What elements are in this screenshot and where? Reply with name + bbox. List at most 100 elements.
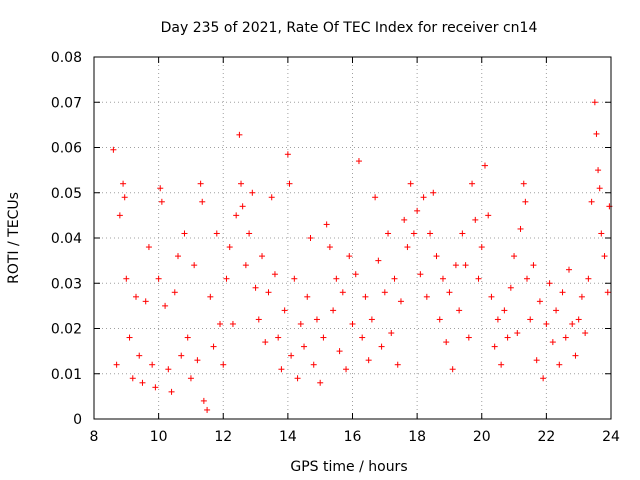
data-point (346, 253, 353, 260)
x-tick-label: 12 (214, 429, 232, 445)
data-point (217, 320, 224, 327)
data-point (110, 146, 117, 153)
data-point (223, 275, 230, 282)
data-point (123, 275, 130, 282)
data-point (472, 216, 479, 223)
data-point (575, 316, 582, 323)
data-point (236, 131, 243, 138)
data-point (136, 352, 143, 359)
chart-title: Day 235 of 2021, Rate Of TEC Index for r… (161, 20, 538, 36)
y-tick-label: 0.07 (51, 95, 82, 111)
data-point (394, 361, 401, 368)
data-point (582, 330, 589, 337)
data-point (336, 348, 343, 355)
data-point (246, 230, 253, 237)
data-point (401, 216, 408, 223)
data-point (397, 298, 404, 305)
data-points (110, 99, 613, 413)
data-point (323, 221, 330, 228)
data-point (187, 375, 194, 382)
y-axis-label: ROTI / TECUs (6, 192, 22, 284)
data-point (145, 244, 152, 251)
data-point (543, 320, 550, 327)
data-point (162, 302, 169, 309)
x-tick-label: 18 (408, 429, 426, 445)
data-point (343, 366, 350, 373)
data-point (275, 334, 282, 341)
y-tick-label: 0.08 (51, 50, 82, 66)
y-tick-label: 0.06 (51, 141, 82, 157)
data-point (352, 271, 359, 278)
data-point (199, 198, 206, 205)
data-point (157, 185, 164, 192)
data-point (355, 158, 362, 165)
data-point (485, 212, 492, 219)
data-point (553, 307, 560, 314)
data-point (126, 334, 133, 341)
data-point (388, 330, 395, 337)
x-tick-label: 16 (344, 429, 362, 445)
data-point (414, 207, 421, 214)
data-point (410, 230, 417, 237)
data-point (284, 151, 291, 158)
y-tick-label: 0.03 (51, 276, 82, 292)
data-point (449, 366, 456, 373)
data-point (452, 262, 459, 269)
data-point (378, 343, 385, 350)
data-point (149, 361, 156, 368)
data-point (478, 244, 485, 251)
data-point (168, 388, 175, 395)
data-point (304, 293, 311, 300)
data-point (252, 284, 259, 291)
data-point (491, 343, 498, 350)
data-point (578, 293, 585, 300)
x-tick-label: 10 (150, 429, 168, 445)
data-point (297, 320, 304, 327)
data-point (139, 379, 146, 386)
data-point (527, 316, 534, 323)
data-point (133, 293, 140, 300)
data-point (559, 289, 566, 296)
data-point (404, 244, 411, 251)
data-point (436, 316, 443, 323)
data-point (595, 167, 602, 174)
data-point (417, 271, 424, 278)
data-point (604, 289, 611, 296)
data-point (330, 307, 337, 314)
data-point (158, 198, 165, 205)
data-point (207, 293, 214, 300)
data-point (530, 262, 537, 269)
y-tick-label: 0.02 (51, 322, 82, 338)
data-point (121, 194, 128, 201)
data-point (585, 275, 592, 282)
data-point (375, 257, 382, 264)
data-point (349, 320, 356, 327)
data-point (385, 230, 392, 237)
data-point (504, 334, 511, 341)
data-point (317, 379, 324, 386)
data-point (281, 307, 288, 314)
data-point (271, 271, 278, 278)
data-point (175, 253, 182, 260)
data-point (184, 334, 191, 341)
data-point (469, 180, 476, 187)
data-point (501, 307, 508, 314)
data-point (517, 225, 524, 232)
data-point (233, 212, 240, 219)
x-tick-label: 20 (473, 429, 491, 445)
data-point (494, 316, 501, 323)
data-point (194, 357, 201, 364)
data-point (197, 180, 204, 187)
data-point (313, 316, 320, 323)
data-point (239, 203, 246, 210)
data-point (591, 99, 598, 106)
data-point (488, 293, 495, 300)
data-point (359, 334, 366, 341)
x-axis-label: GPS time / hours (290, 459, 407, 475)
data-point (593, 130, 600, 137)
data-point (430, 189, 437, 196)
data-point (294, 375, 301, 382)
data-point (588, 198, 595, 205)
data-point (511, 253, 518, 260)
